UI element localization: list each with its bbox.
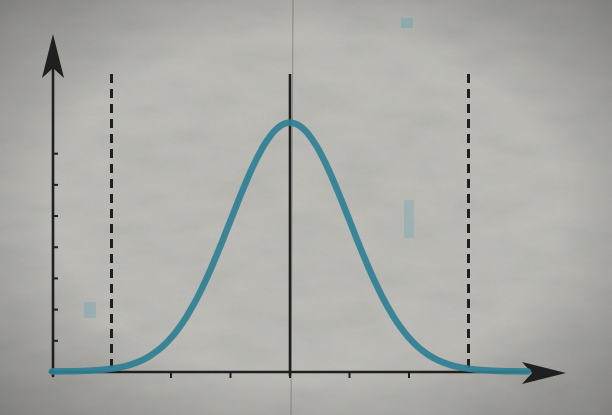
arrowhead-up-icon: [42, 34, 64, 78]
axes: [42, 34, 566, 384]
bell-curve-line: [48, 119, 532, 375]
axis-ticks: [53, 152, 410, 378]
blue-speck-2: [404, 200, 414, 238]
curve-layer: [48, 119, 532, 375]
dashed-bounds: [110, 74, 470, 376]
blue-speck-3: [84, 302, 96, 318]
arrowhead-right-icon: [522, 362, 566, 384]
blue-speck-1: [401, 18, 413, 28]
